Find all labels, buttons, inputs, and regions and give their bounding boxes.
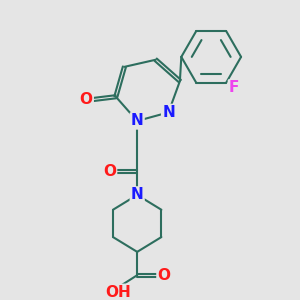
Text: OH: OH xyxy=(105,285,131,300)
Text: O: O xyxy=(80,92,93,107)
Text: N: N xyxy=(162,105,175,120)
Text: O: O xyxy=(158,268,170,283)
Text: N: N xyxy=(131,188,144,202)
Text: O: O xyxy=(103,164,116,179)
Text: F: F xyxy=(229,80,239,95)
Text: N: N xyxy=(131,113,144,128)
